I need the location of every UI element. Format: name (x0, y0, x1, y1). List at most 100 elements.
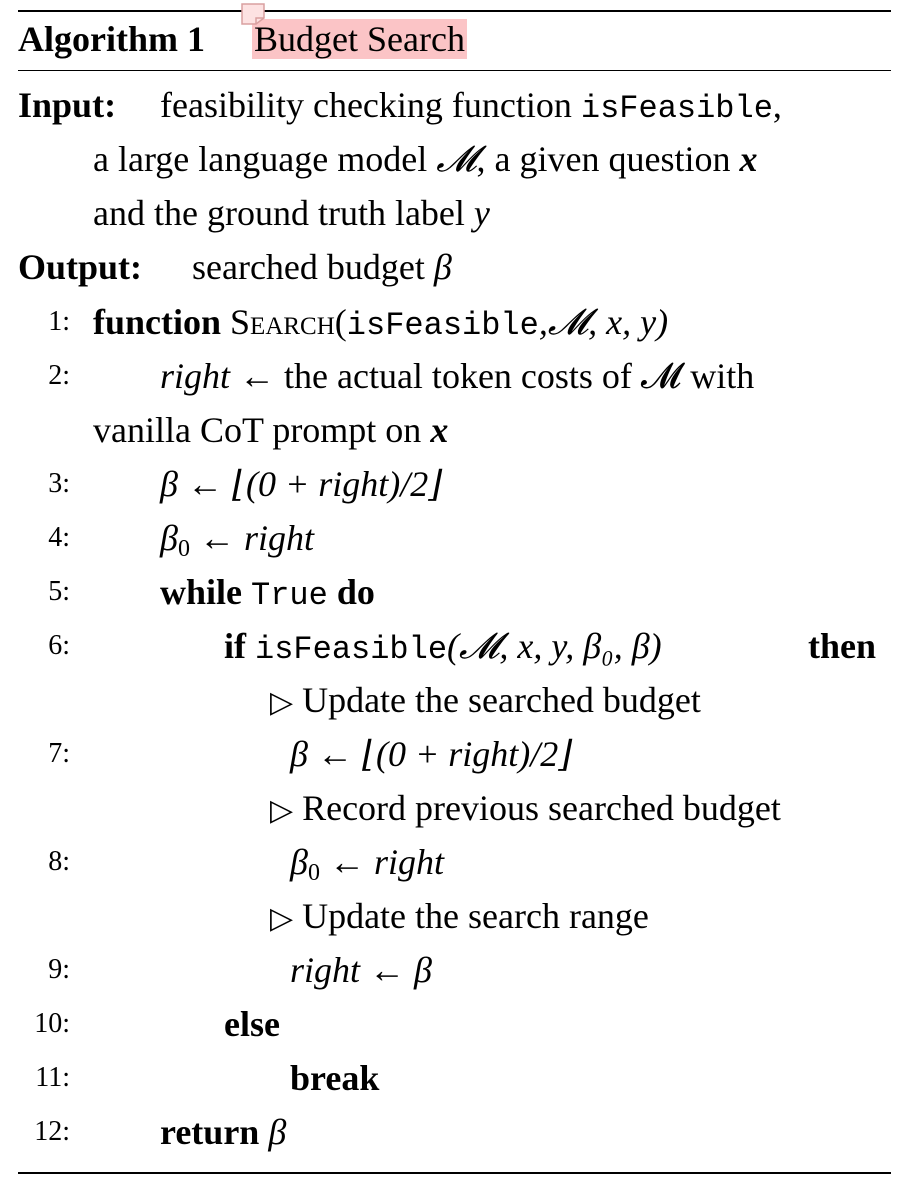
step-2-cont: vanilla CoT prompt on x (0, 403, 913, 457)
input-label: Input: (18, 85, 117, 125)
step-7: 7: β ← ⌊(0 + right)/2⌋ (0, 727, 913, 781)
input-model-desc: a large language model (93, 139, 428, 179)
var-beta: β (290, 734, 308, 774)
comment-2-desc: Record previous searched budget (302, 788, 781, 828)
comment-triangle-icon: ▷ (270, 902, 294, 935)
bottom-rule (18, 1172, 891, 1174)
input-comma: , (772, 85, 782, 125)
var-right: right (243, 518, 314, 558)
step-11: 11: break (0, 1051, 913, 1105)
function-name: Search (230, 302, 335, 342)
output-text: searched budget β (192, 240, 452, 294)
algorithm-title: Algorithm 1 Budget Search (0, 12, 913, 66)
assign-arrow: ← (186, 464, 223, 504)
step-3-text: β ← ⌊(0 + right)/2⌋ (160, 457, 442, 511)
step-4: 4: β0 ← right (0, 511, 913, 565)
var-right: right (160, 356, 231, 396)
line-number: 6: (48, 630, 70, 661)
input-label-var: y (473, 193, 490, 233)
keyword-if: if (224, 626, 246, 666)
if-args: (𝓜, x, y, β₀, β) (447, 626, 662, 666)
line-number: 4: (48, 522, 70, 553)
step-12: 12: return β (0, 1105, 913, 1159)
keyword-then: then (808, 626, 877, 666)
comment-3-text: ▷ Update the search range (270, 889, 649, 946)
step-3: 3: β ← ⌊(0 + right)/2⌋ (0, 457, 913, 511)
comment-1-text: ▷ Update the searched budget (270, 673, 701, 730)
top-rule (18, 10, 891, 12)
annotation-note-icon[interactable] (240, 2, 266, 26)
arg-fn: isFeasible (346, 307, 539, 344)
input-desc: feasibility checking function (160, 85, 572, 125)
line-number: 8: (48, 846, 70, 877)
step-6: 6: if isFeasible(𝓜, x, y, β₀, β) then (0, 619, 913, 673)
comment-2-text: ▷ Record previous searched budget (270, 781, 781, 838)
line-number: 2: (48, 360, 70, 391)
floor-expr: ⌊(0 + right)/2⌋ (231, 464, 443, 504)
assign-arrow: ← (328, 842, 365, 882)
comment-3-desc: Update the search range (302, 896, 649, 936)
input-text-3: and the ground truth label y (93, 186, 490, 240)
step-8-text: β0 ← right (290, 835, 444, 889)
comment-1: ▷ Update the searched budget (0, 673, 913, 727)
floor-expr: ⌊(0 + right)/2⌋ (361, 734, 573, 774)
assign-arrow: ← (239, 356, 276, 396)
var-beta0: β (160, 518, 178, 558)
step-2-desc: the actual token costs of 𝓜 with (284, 356, 755, 396)
input-text-2: a large language model 𝓜, a given questi… (93, 132, 757, 187)
var-right: right (373, 842, 444, 882)
input-fn: isFeasible (580, 90, 773, 127)
if-fn: isFeasible (255, 631, 448, 668)
keyword-function: function (93, 302, 222, 342)
input-text-1: feasibility checking function isFeasible… (160, 78, 782, 136)
comment-2: ▷ Record previous searched budget (0, 781, 913, 835)
step-2-text: right ← the actual token costs of 𝓜 with (160, 349, 754, 403)
subscript-0: 0 (307, 860, 320, 886)
keyword-break: break (290, 1058, 380, 1098)
step-9: 9: right ← β (0, 943, 913, 997)
line-number: 1: (48, 306, 70, 337)
algorithm-name-wrap: Budget Search (252, 12, 467, 66)
input-line-2: a large language model 𝓜, a given questi… (0, 132, 913, 186)
step-8: 8: β0 ← right (0, 835, 913, 889)
step-5-text: while True do (160, 565, 375, 623)
comment-triangle-icon: ▷ (270, 686, 294, 719)
input-model: 𝓜 (436, 139, 477, 180)
algorithm-label: Algorithm 1 (18, 19, 205, 59)
step-9-text: right ← β (290, 943, 432, 997)
output-var: β (433, 247, 452, 287)
input-question-desc: , a given question (476, 139, 731, 179)
comment-1-desc: Update the searched budget (302, 680, 701, 720)
input-line-3: and the ground truth label y (0, 186, 913, 240)
output-line: Output: searched budget β (0, 240, 913, 294)
input-label-desc: and the ground truth label (93, 193, 465, 233)
line-number: 10: (34, 1008, 70, 1039)
step-12-text: return β (160, 1105, 286, 1159)
args-rest: ,𝓜, x, y) (538, 302, 669, 342)
line-number: 3: (48, 468, 70, 499)
input-line-1: Input: feasibility checking function isF… (0, 78, 913, 132)
var-beta: β (268, 1112, 287, 1152)
assign-arrow: ← (198, 518, 235, 558)
step-5: 5: while True do (0, 565, 913, 619)
keyword-else: else (224, 1004, 280, 1044)
line-number: 5: (48, 576, 70, 607)
step-7-text: β ← ⌊(0 + right)/2⌋ (290, 727, 572, 781)
output-label: Output: (18, 247, 143, 287)
assign-arrow: ← (316, 734, 353, 774)
var-right: right (290, 950, 361, 990)
input-question: x (739, 139, 758, 179)
var-beta: β (160, 464, 178, 504)
step-1-text: function Search(isFeasible,𝓜, x, y) (93, 295, 668, 353)
step-2-cont-text: vanilla CoT prompt on x (93, 403, 448, 457)
paren: ( (334, 302, 347, 342)
step-2-cont-desc: vanilla CoT prompt on (93, 410, 422, 450)
step-1: 1: function Search(isFeasible,𝓜, x, y) (0, 295, 913, 349)
line-number: 7: (48, 738, 70, 769)
line-number: 12: (34, 1116, 70, 1147)
keyword-do: do (336, 572, 375, 612)
comment-triangle-icon: ▷ (270, 794, 294, 827)
var-x: x (430, 410, 449, 450)
assign-arrow: ← (369, 950, 406, 990)
keyword-while: while (160, 572, 243, 612)
